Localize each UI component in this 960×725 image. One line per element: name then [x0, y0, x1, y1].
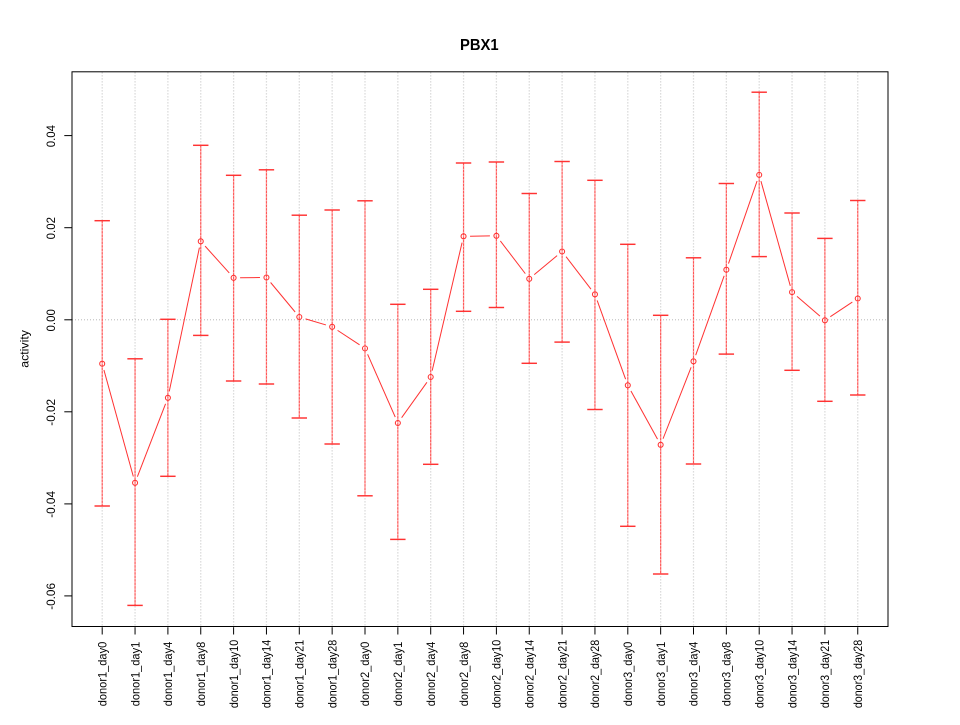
- svg-text:donor3_day21: donor3_day21: [818, 640, 832, 709]
- svg-text:-0.04: -0.04: [44, 491, 58, 518]
- svg-text:donor2_day1: donor2_day1: [391, 641, 405, 706]
- svg-text:donor1_day14: donor1_day14: [260, 640, 274, 709]
- svg-text:donor2_day0: donor2_day0: [358, 641, 372, 706]
- svg-text:donor3_day4: donor3_day4: [687, 641, 701, 706]
- svg-text:donor1_day0: donor1_day0: [95, 641, 109, 706]
- svg-text:donor2_day10: donor2_day10: [490, 640, 504, 709]
- svg-text:donor3_day10: donor3_day10: [752, 640, 766, 709]
- svg-text:donor1_day28: donor1_day28: [325, 640, 339, 709]
- svg-text:donor1_day4: donor1_day4: [161, 641, 175, 706]
- svg-text:donor3_day8: donor3_day8: [720, 641, 734, 706]
- svg-text:donor3_day28: donor3_day28: [851, 640, 865, 709]
- svg-text:PBX1: PBX1: [460, 37, 499, 54]
- svg-text:donor2_day4: donor2_day4: [424, 641, 438, 706]
- svg-text:0.02: 0.02: [44, 217, 58, 240]
- svg-text:donor2_day14: donor2_day14: [522, 640, 536, 709]
- svg-text:donor1_day10: donor1_day10: [227, 640, 241, 709]
- svg-text:donor2_day8: donor2_day8: [457, 641, 471, 706]
- svg-text:activity: activity: [18, 330, 32, 368]
- svg-text:donor1_day21: donor1_day21: [293, 640, 307, 709]
- svg-text:donor2_day28: donor2_day28: [588, 640, 602, 709]
- svg-text:donor2_day21: donor2_day21: [555, 640, 569, 709]
- svg-text:donor3_day0: donor3_day0: [621, 641, 635, 706]
- svg-text:-0.06: -0.06: [44, 583, 58, 610]
- svg-text:donor1_day8: donor1_day8: [194, 641, 208, 706]
- svg-text:donor1_day1: donor1_day1: [128, 641, 142, 706]
- svg-text:donor3_day1: donor3_day1: [654, 641, 668, 706]
- svg-text:0.04: 0.04: [44, 125, 58, 148]
- svg-text:-0.02: -0.02: [44, 399, 58, 426]
- svg-text:0.00: 0.00: [44, 309, 58, 332]
- svg-text:donor3_day14: donor3_day14: [785, 640, 799, 709]
